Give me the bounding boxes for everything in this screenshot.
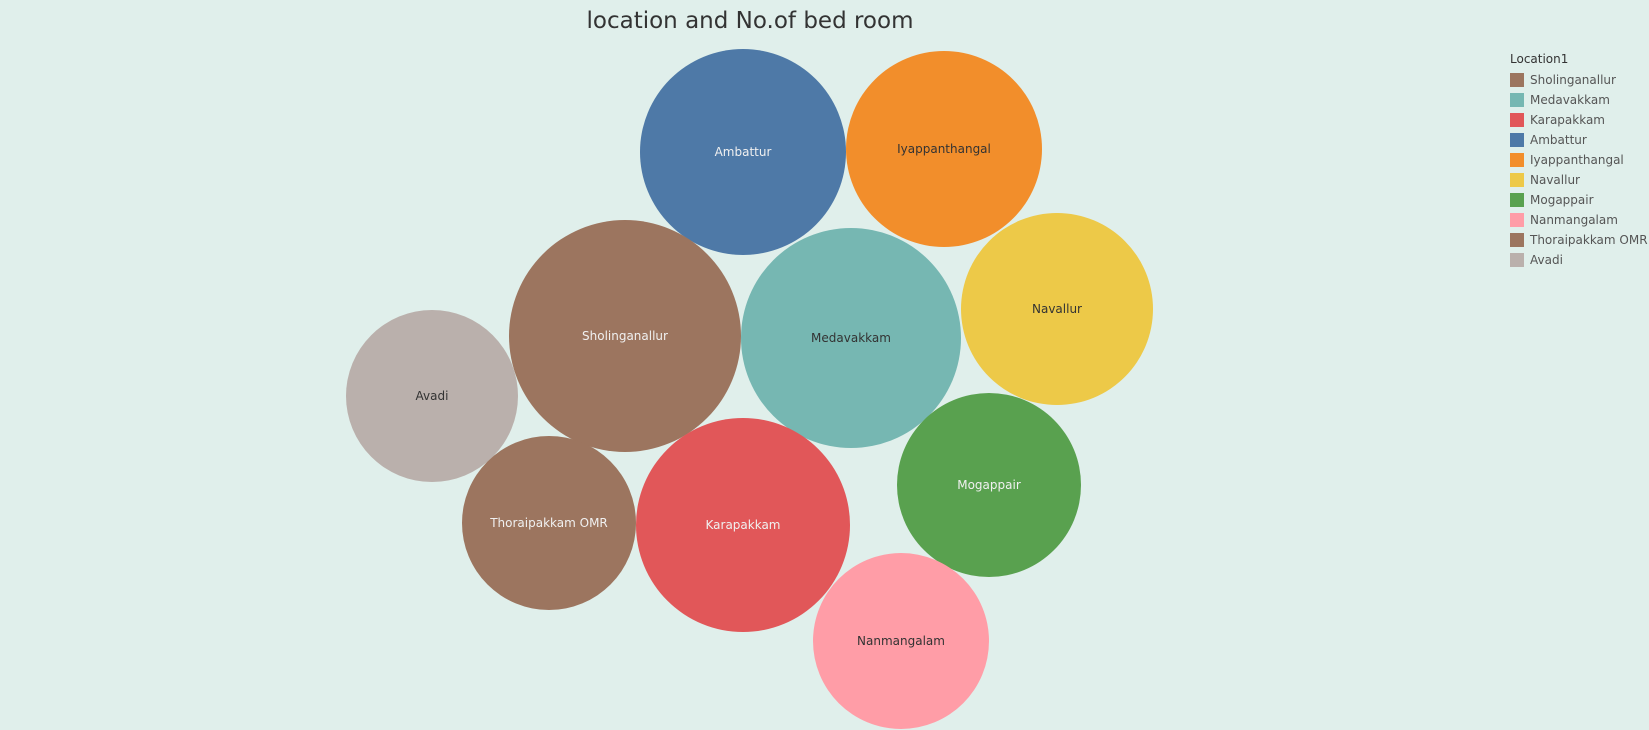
bubble-chart: Ambattur Iyappanthangal Sholinganallur Meda… bbox=[346, 49, 1153, 729]
bubble-medavakkam[interactable] bbox=[741, 228, 961, 448]
legend-swatch bbox=[1510, 253, 1524, 267]
legend-item-avadi[interactable]: Avadi bbox=[1510, 250, 1645, 270]
bubble-label-mogappair: Mogappair bbox=[957, 478, 1021, 492]
legend-swatch bbox=[1510, 113, 1524, 127]
legend: Location1 Sholinganallur Medavakkam Karapa… bbox=[1510, 52, 1648, 270]
bubble-label-ambattur: Ambattur bbox=[715, 145, 772, 159]
legend-label: Sholinganallur bbox=[1530, 73, 1616, 87]
legend-item-sholinganallur[interactable]: Sholinganallur bbox=[1510, 70, 1645, 90]
legend-item-thoraipakkam-omr[interactable]: Thoraipakkam OMR bbox=[1510, 230, 1648, 250]
legend-item-nanmangalam[interactable]: Nanmangalam bbox=[1510, 210, 1645, 230]
legend-label: Avadi bbox=[1530, 253, 1563, 267]
legend-title: Location1 bbox=[1510, 52, 1569, 66]
legend-item-navallur[interactable]: Navallur bbox=[1510, 170, 1645, 190]
legend-item-iyappanthangal[interactable]: Iyappanthangal bbox=[1510, 150, 1645, 170]
legend-items: Sholinganallur Medavakkam Karapakkam Ambatt… bbox=[1510, 70, 1648, 270]
legend-swatch bbox=[1510, 73, 1524, 87]
legend-label: Mogappair bbox=[1530, 193, 1594, 207]
legend-label: Nanmangalam bbox=[1530, 213, 1618, 227]
bubble-label-nanmangalam: Nanmangalam bbox=[857, 634, 945, 648]
legend-label: Iyappanthangal bbox=[1530, 153, 1624, 167]
legend-swatch bbox=[1510, 193, 1524, 207]
chart-title: location and No.of bed room bbox=[586, 8, 914, 34]
legend-label: Thoraipakkam OMR bbox=[1530, 233, 1648, 247]
bubble-mogappair[interactable] bbox=[897, 393, 1081, 577]
legend-swatch bbox=[1510, 213, 1524, 227]
bubble-ambattur[interactable] bbox=[640, 49, 846, 255]
bubble-iyappanthangal[interactable] bbox=[846, 51, 1042, 247]
bubble-label-thoraipakkam-omr: Thoraipakkam OMR bbox=[489, 516, 608, 530]
bubble-label-sholinganallur: Sholinganallur bbox=[582, 329, 668, 343]
legend-item-karapakkam[interactable]: Karapakkam bbox=[1510, 110, 1645, 130]
legend-item-ambattur[interactable]: Ambattur bbox=[1510, 130, 1645, 150]
bubble-label-karapakkam: Karapakkam bbox=[706, 518, 781, 532]
legend-label: Medavakkam bbox=[1530, 93, 1610, 107]
legend-label: Karapakkam bbox=[1530, 113, 1605, 127]
bubble-avadi[interactable] bbox=[346, 310, 518, 482]
bubble-navallur[interactable] bbox=[961, 213, 1153, 405]
legend-label: Ambattur bbox=[1530, 133, 1587, 147]
bubble-label-avadi: Avadi bbox=[416, 389, 449, 403]
bubble-nanmangalam[interactable] bbox=[813, 553, 989, 729]
legend-swatch bbox=[1510, 153, 1524, 167]
bubble-karapakkam[interactable] bbox=[636, 418, 850, 632]
bubble-label-navallur: Navallur bbox=[1032, 302, 1082, 316]
legend-item-medavakkam[interactable]: Medavakkam bbox=[1510, 90, 1645, 110]
legend-swatch bbox=[1510, 233, 1524, 247]
bubble-label-iyappanthangal: Iyappanthangal bbox=[897, 142, 991, 156]
legend-swatch bbox=[1510, 133, 1524, 147]
legend-swatch bbox=[1510, 173, 1524, 187]
bubble-label-medavakkam: Medavakkam bbox=[811, 331, 891, 345]
bubble-sholinganallur[interactable] bbox=[509, 220, 741, 452]
bubble-thoraipakkam-omr[interactable] bbox=[462, 436, 636, 610]
legend-swatch bbox=[1510, 93, 1524, 107]
legend-item-mogappair[interactable]: Mogappair bbox=[1510, 190, 1645, 210]
legend-label: Navallur bbox=[1530, 173, 1580, 187]
